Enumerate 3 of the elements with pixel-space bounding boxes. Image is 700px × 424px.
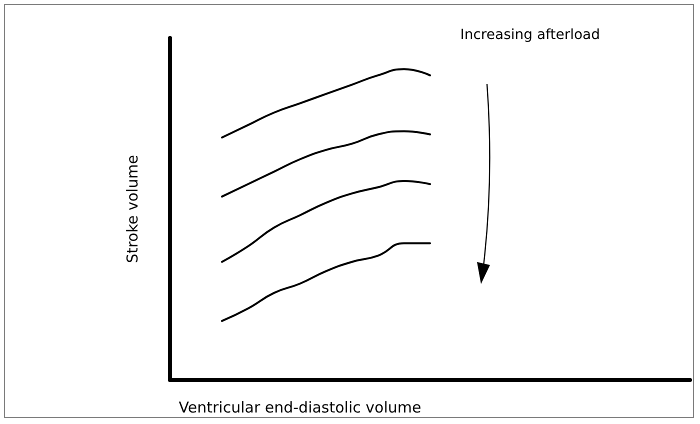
y-axis-title: Stroke volume (124, 154, 142, 264)
x-axis-title: Ventricular end-diastolic volume (178, 398, 422, 416)
text: Increasing afterload (460, 27, 600, 43)
